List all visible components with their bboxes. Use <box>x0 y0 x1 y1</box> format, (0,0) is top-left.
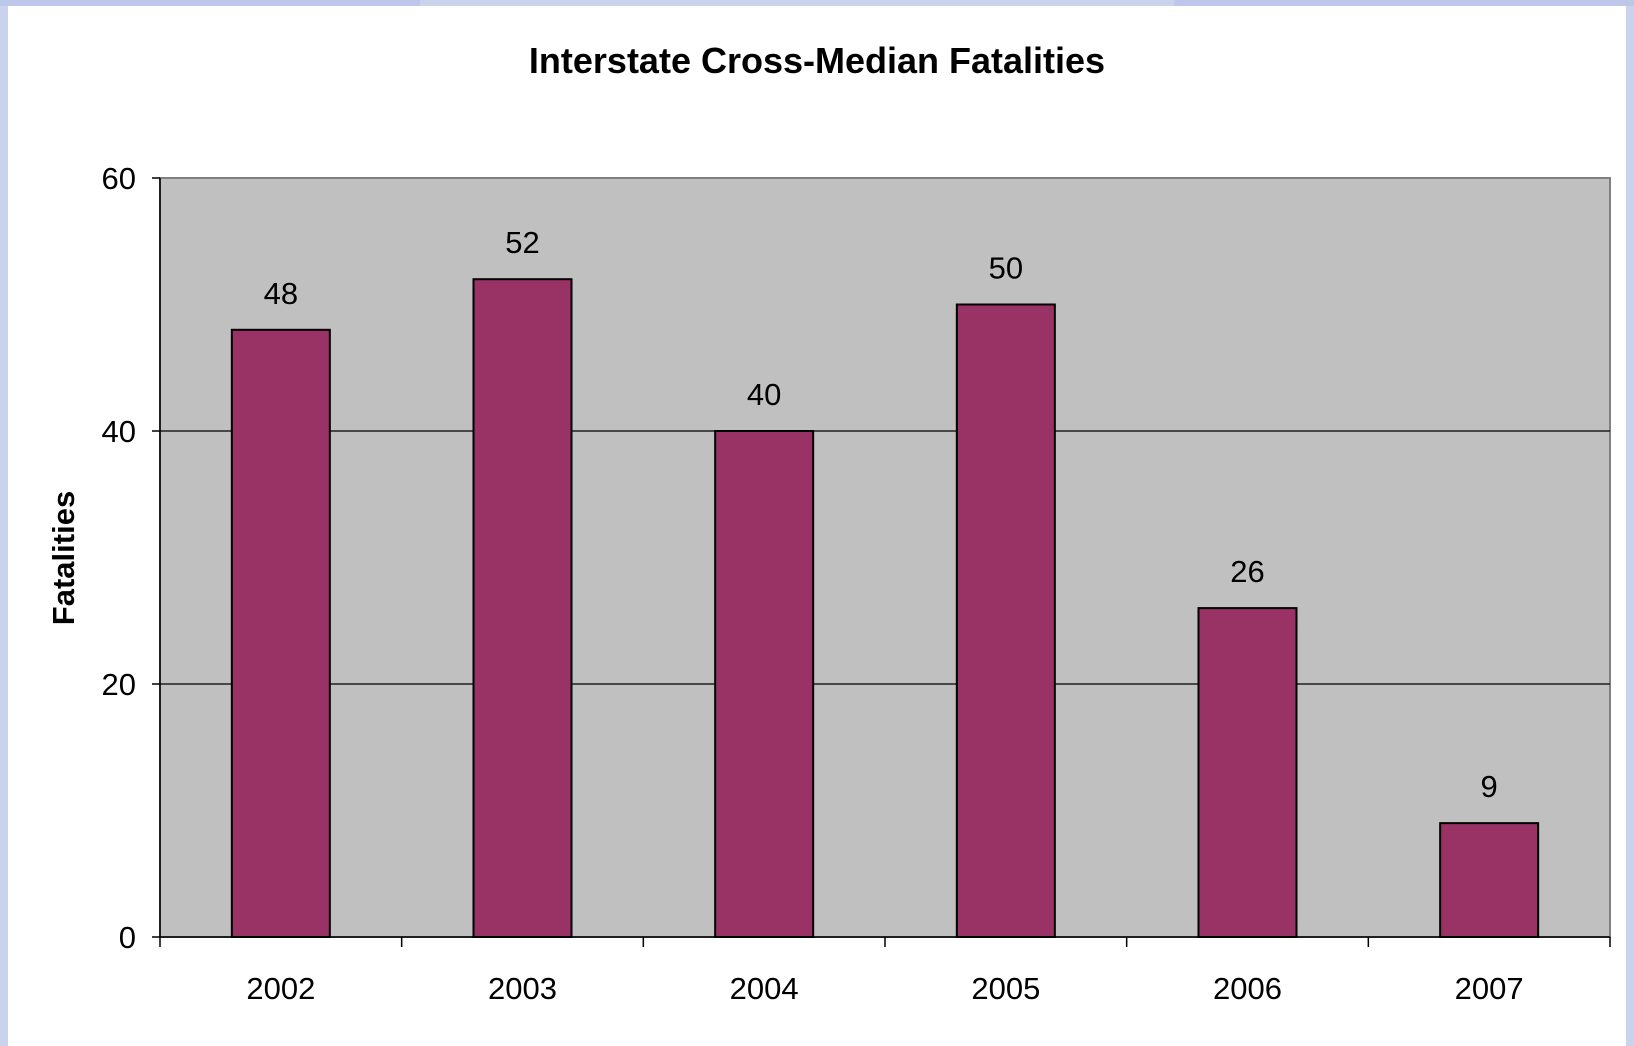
x-tick-label-2002: 2002 <box>246 971 315 1006</box>
top-accent-bar-right <box>1174 0 1634 6</box>
bar-2007 <box>1439 822 1540 939</box>
data-label-2002: 48 <box>264 276 298 311</box>
data-label-2005: 50 <box>989 251 1023 286</box>
y-tick-label-20: 20 <box>102 667 136 702</box>
x-tick-label-2003: 2003 <box>488 971 557 1006</box>
bar-2006 <box>1197 607 1298 938</box>
x-tick-label-2005: 2005 <box>971 971 1040 1006</box>
gridlines <box>160 430 1610 685</box>
x-tick-label-2006: 2006 <box>1213 971 1282 1006</box>
axes <box>152 177 1611 947</box>
bars <box>230 278 1540 939</box>
plot-area <box>159 177 1611 938</box>
bar-2002 <box>230 328 331 938</box>
x-tick-label-2007: 2007 <box>1455 971 1524 1006</box>
bar-2004 <box>714 430 815 938</box>
x-tick-labels: 2002 2003 2004 2005 2006 2007 <box>246 971 1523 1006</box>
y-tick-label-60: 60 <box>102 161 136 196</box>
data-label-2004: 40 <box>747 377 781 412</box>
data-label-2007: 9 <box>1481 769 1498 804</box>
x-tick-label-2004: 2004 <box>730 971 799 1006</box>
chart-title: Interstate Cross-Median Fatalities <box>529 40 1105 81</box>
bar-2005 <box>955 303 1056 938</box>
y-axis-label: Fatalities <box>46 491 81 625</box>
y-tick-labels: 0 20 40 60 <box>102 161 136 955</box>
bar-2003 <box>472 278 573 938</box>
data-labels: 48 52 40 50 26 9 <box>264 225 1498 804</box>
data-label-2006: 26 <box>1230 554 1264 589</box>
data-label-2003: 52 <box>505 225 539 260</box>
y-tick-label-0: 0 <box>119 920 136 955</box>
top-accent-bar-left <box>0 0 420 6</box>
y-tick-label-40: 40 <box>102 414 136 449</box>
